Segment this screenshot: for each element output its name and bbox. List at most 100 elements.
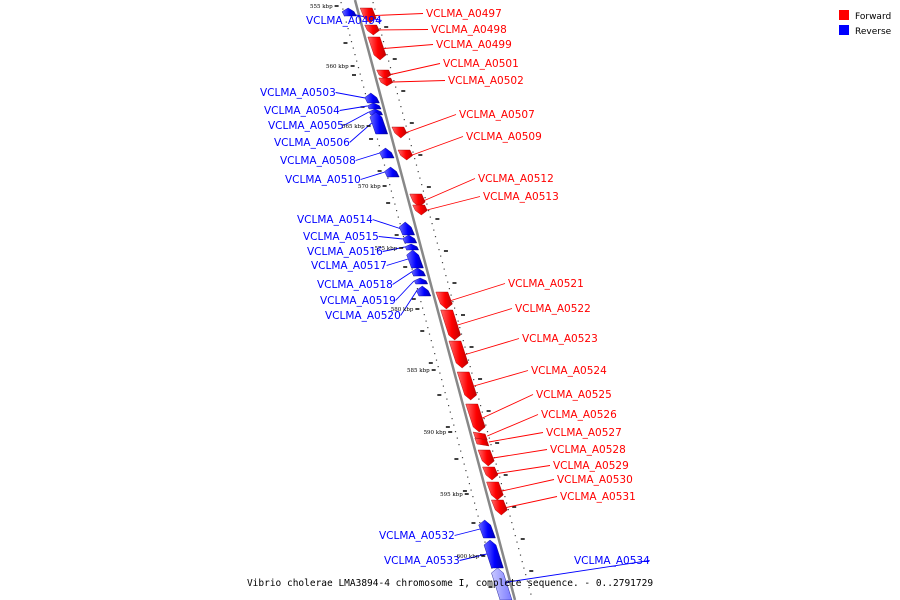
gene-label[interactable]: VCLMA_A0520 xyxy=(325,310,401,322)
gene-label[interactable]: VCLMA_A0534 xyxy=(574,555,650,567)
gene-vclma-a0513[interactable] xyxy=(412,204,428,216)
gene-label[interactable]: VCLMA_A0510 xyxy=(285,174,361,186)
gene-vclma-a0531[interactable] xyxy=(491,499,508,516)
gene-label[interactable]: VCLMA_A0512 xyxy=(478,173,554,185)
guide-dot xyxy=(460,333,463,335)
gene-label[interactable]: VCLMA_A0507 xyxy=(459,109,535,121)
guide-dot xyxy=(506,502,508,504)
guide-dot xyxy=(431,223,433,225)
gene-label[interactable]: VCLMA_A0502 xyxy=(448,75,524,87)
gene-label[interactable]: VCLMA_A0514 xyxy=(297,214,373,226)
gene-vclma-a0506[interactable] xyxy=(369,111,389,135)
gene-label[interactable]: VCLMA_A0498 xyxy=(431,24,507,36)
gene-vclma-a0529[interactable] xyxy=(482,466,499,481)
guide-dot xyxy=(435,359,438,361)
gene-label[interactable]: VCLMA_A0528 xyxy=(550,444,626,456)
gene-label[interactable]: VCLMA_A0521 xyxy=(508,278,584,290)
gene-label[interactable]: VCLMA_A0497 xyxy=(426,8,502,20)
guide-dot xyxy=(452,301,454,303)
gene-label[interactable]: VCLMA_A0501 xyxy=(443,58,519,70)
label-leader-line xyxy=(355,152,380,161)
gene-label[interactable]: VCLMA_A0513 xyxy=(483,191,559,203)
gene-vclma-a0497[interactable] xyxy=(359,7,377,24)
gene-vclma-a0503[interactable] xyxy=(364,92,380,104)
gene-vclma-a0498[interactable] xyxy=(364,24,380,36)
gene-label[interactable]: VCLMA_A0533 xyxy=(384,555,460,567)
guide-dot xyxy=(399,223,401,225)
guide-dot xyxy=(389,184,391,186)
gene-vclma-a0525[interactable] xyxy=(465,403,486,433)
guide-dot xyxy=(495,463,497,465)
gene-label[interactable]: VCLMA_A0522 xyxy=(515,303,591,315)
gene-vclma-a0530[interactable] xyxy=(486,481,504,501)
gene-vclma-a0528[interactable] xyxy=(477,449,495,467)
guide-dot xyxy=(507,509,509,511)
gene-vclma-a0515[interactable] xyxy=(402,234,418,244)
guide-dot xyxy=(428,333,431,335)
gene-vclma-a0504[interactable] xyxy=(367,102,382,110)
gene-label[interactable]: VCLMA_A0515 xyxy=(303,231,379,243)
gene-label[interactable]: VCLMA_A0519 xyxy=(320,295,396,307)
label-leader-line xyxy=(395,280,415,301)
gene-label[interactable]: VCLMA_A0504 xyxy=(264,105,340,117)
gene-vclma-a0518[interactable] xyxy=(411,267,426,277)
gene-label[interactable]: VCLMA_A0506 xyxy=(274,137,350,149)
gene-vclma-a0516[interactable] xyxy=(404,243,419,251)
guide-dot xyxy=(485,424,487,426)
label-leader-line xyxy=(378,29,429,31)
legend-reverse-swatch xyxy=(839,25,849,35)
guide-dot xyxy=(422,307,424,309)
guide-dot xyxy=(389,67,392,69)
gene-vclma-a0508[interactable] xyxy=(379,147,395,159)
guide-dot xyxy=(526,580,528,582)
gene-label[interactable]: VCLMA_A0524 xyxy=(531,365,607,377)
gene-vclma-a0507[interactable] xyxy=(391,126,408,139)
gene-vclma-a0524[interactable] xyxy=(456,371,477,401)
label-leader-line xyxy=(457,308,513,326)
gene-vclma-a0521[interactable] xyxy=(435,291,453,310)
gene-vclma-a0523[interactable] xyxy=(448,340,469,369)
guide-dot xyxy=(445,275,447,277)
gene-vclma-a0519[interactable] xyxy=(413,277,429,285)
gene-vclma-a0522[interactable] xyxy=(440,309,461,341)
gene-label[interactable]: VCLMA_A0516 xyxy=(307,246,383,258)
gene-label[interactable]: VCLMA_A0527 xyxy=(546,427,622,439)
gene-vclma-a0532[interactable] xyxy=(478,519,496,539)
gene-vclma-a0526[interactable] xyxy=(472,431,488,441)
gene-label[interactable]: VCLMA_A0523 xyxy=(522,333,598,345)
gene-vclma-a0517[interactable] xyxy=(406,249,424,269)
gene-label[interactable]: VCLMA_A0505 xyxy=(268,120,344,132)
label-leader-line xyxy=(493,449,548,459)
gene-vclma-a0502[interactable] xyxy=(378,77,394,87)
guide-dot xyxy=(512,528,515,530)
gene-label[interactable]: VCLMA_A0530 xyxy=(557,474,633,486)
guide-dot xyxy=(349,34,351,36)
gene-label[interactable]: VCLMA_A0525 xyxy=(536,389,612,401)
gene-vclma-a0514[interactable] xyxy=(398,221,415,236)
gene-label[interactable]: VCLMA_A0508 xyxy=(280,155,356,167)
gene-label[interactable]: VCLMA_A0529 xyxy=(553,460,629,472)
gene-label[interactable]: VCLMA_A0526 xyxy=(541,409,617,421)
gene-label[interactable]: VCLMA_A0518 xyxy=(317,279,393,291)
gene-label[interactable]: VCLMA_A0532 xyxy=(379,530,455,542)
gene-vclma-a0494[interactable] xyxy=(341,7,357,17)
guide-dot xyxy=(467,476,469,478)
gene-vclma-a0527[interactable] xyxy=(474,437,490,447)
gene-label[interactable]: VCLMA_A0499 xyxy=(436,39,512,51)
guide-dot xyxy=(402,112,404,114)
gene-vclma-a0520[interactable] xyxy=(416,285,432,297)
gene-label[interactable]: VCLMA_A0503 xyxy=(260,87,336,99)
guide-dot xyxy=(481,411,483,413)
gene-vclma-a0499[interactable] xyxy=(367,36,387,61)
gene-vclma-a0509[interactable] xyxy=(397,149,413,161)
gene-label[interactable]: VCLMA_A0494 xyxy=(306,15,382,27)
guide-dot xyxy=(454,431,457,433)
gene-label[interactable]: VCLMA_A0517 xyxy=(311,260,387,272)
guide-dot xyxy=(462,340,464,342)
gene-vclma-a0510[interactable] xyxy=(384,166,400,178)
gene-vclma-a0501[interactable] xyxy=(376,69,392,80)
gene-vclma-a0534[interactable] xyxy=(491,567,513,600)
gene-label[interactable]: VCLMA_A0531 xyxy=(560,491,636,503)
gene-vclma-a0512[interactable] xyxy=(409,193,426,208)
gene-label[interactable]: VCLMA_A0509 xyxy=(466,131,542,143)
